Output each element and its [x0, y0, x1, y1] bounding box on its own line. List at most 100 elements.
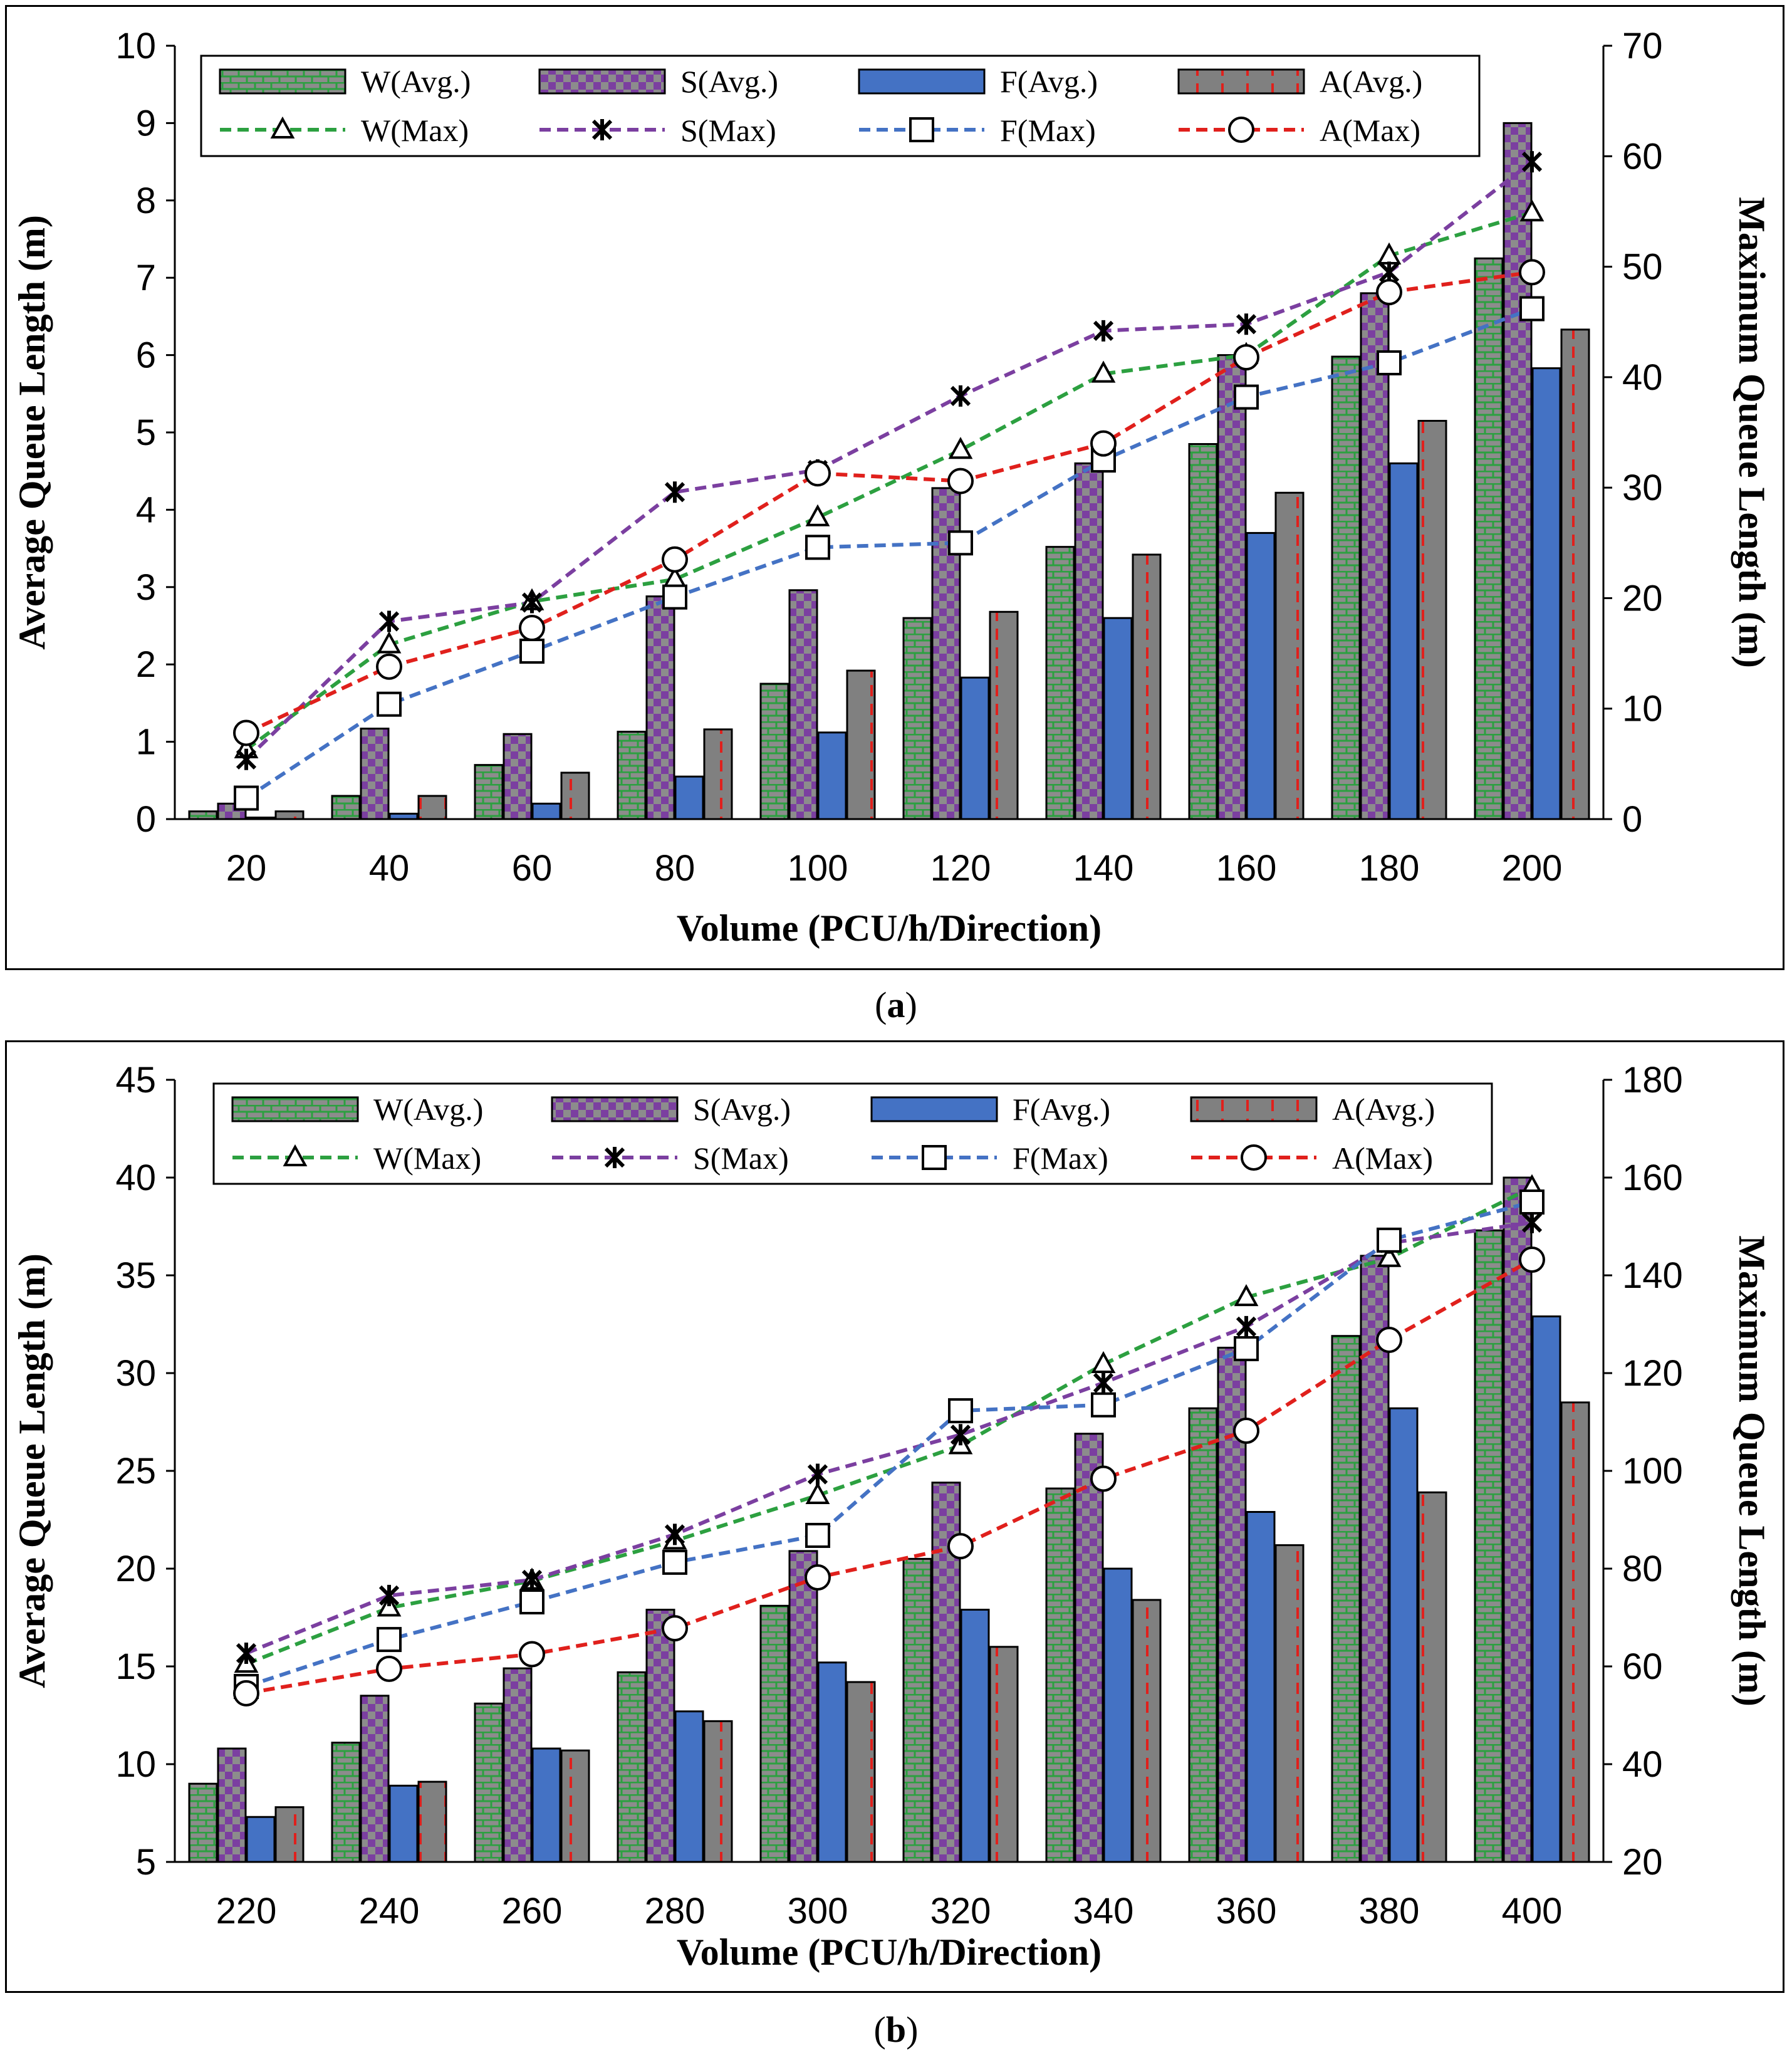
marker-s-max [664, 1524, 685, 1545]
bar-w-avg [617, 1671, 647, 1863]
bar-f-avg [817, 731, 847, 820]
marker-f-max [805, 535, 830, 560]
bar-a-avg [1274, 491, 1305, 820]
y2-tick-label: 140 [1622, 1255, 1683, 1296]
marker-a-max [662, 546, 688, 573]
y-tick-label: 35 [115, 1255, 156, 1296]
legend-swatch-s-avg [551, 1096, 679, 1122]
marker-a-max [1519, 259, 1545, 286]
y-tick-label: 20 [115, 1549, 156, 1589]
bar-a-avg [560, 1749, 590, 1863]
x-tick-label: 280 [645, 1891, 706, 1931]
y2-tick-label: 50 [1622, 247, 1663, 288]
marker-a-max [1376, 1326, 1402, 1353]
bar-f-avg [1531, 1315, 1561, 1863]
marker-w-max [1234, 1283, 1259, 1307]
legend-label-s-avg: S(Avg.) [693, 1092, 791, 1127]
caption-b-letter: b [885, 2009, 907, 2050]
line-a-max [245, 270, 1533, 735]
marker-w-max [1377, 1245, 1402, 1267]
marker-w-max [805, 504, 830, 526]
legend-label-a-max: A(Max) [1320, 113, 1420, 148]
marker-a-max [1090, 430, 1117, 457]
bar-f-avg [960, 676, 990, 820]
bar-f-avg [1388, 462, 1419, 820]
y2-tick-label: 180 [1622, 1060, 1683, 1100]
y-tick-label: 2 [136, 644, 156, 685]
y-tick-label: 9 [136, 103, 156, 144]
x-tick-label: 320 [930, 1891, 991, 1931]
bar-s-avg [1074, 1433, 1104, 1863]
bar-s-avg [360, 728, 390, 820]
bar-a-avg [274, 810, 305, 820]
x-tick-label: 260 [502, 1891, 563, 1931]
y2-tick-label: 120 [1622, 1353, 1683, 1394]
legend-marker-f-max [922, 1145, 947, 1170]
marker-f-max [948, 1398, 973, 1424]
line-w-max [245, 211, 1533, 751]
bar-w-avg [474, 764, 504, 820]
legend-label-f-max: F(Max) [1000, 113, 1096, 148]
x-tick-label: 120 [930, 848, 991, 889]
marker-f-max [1091, 1392, 1116, 1418]
bar-f-avg [960, 1609, 990, 1863]
bar-s-avg [503, 733, 533, 820]
y2-tick-label: 60 [1622, 136, 1663, 177]
legend: W(Avg.) S(Avg.) F(Avg.) A(Avg.) W(Max) S(Max)… [212, 1082, 1493, 1185]
bar-s-avg [788, 589, 818, 820]
y-tick-label: 10 [115, 26, 156, 66]
x-tick-label: 240 [359, 1891, 420, 1931]
y2-tick-label: 70 [1622, 26, 1663, 66]
bar-f-avg [531, 802, 561, 820]
legend-label-f-max: F(Max) [1013, 1141, 1108, 1176]
y2-axis-title: Maximum Queue Length (m) [1731, 197, 1773, 668]
bar-f-avg [1388, 1407, 1419, 1863]
x-axis-title: Volume (PCU/h/Direction) [677, 1931, 1102, 1973]
bar-f-avg [1246, 1511, 1276, 1863]
marker-s-max [521, 592, 543, 614]
marker-a-max [233, 719, 259, 746]
marker-w-max [1519, 199, 1545, 222]
legend-label-w-max: W(Max) [373, 1141, 481, 1176]
bar-s-avg [217, 1747, 247, 1863]
marker-a-max [947, 468, 974, 494]
y-tick-label: 3 [136, 567, 156, 608]
legend-label-a-avg: A(Avg.) [1320, 64, 1422, 99]
bar-w-avg [188, 1782, 218, 1863]
x-tick-label: 340 [1073, 1891, 1134, 1931]
marker-f-max [1519, 1189, 1545, 1215]
y2-tick-label: 40 [1622, 357, 1663, 398]
bar-a-avg [560, 771, 590, 820]
bar-f-avg [388, 812, 419, 820]
marker-a-max [233, 1680, 259, 1707]
x-tick-label: 40 [369, 848, 410, 889]
x-tick-label: 20 [226, 848, 267, 889]
bar-s-avg [645, 595, 675, 820]
bar-s-avg [645, 1609, 675, 1863]
y-tick-label: 7 [136, 258, 156, 298]
bar-a-avg [1132, 1599, 1162, 1863]
bar-w-avg [1331, 355, 1361, 820]
marker-f-max [662, 1549, 687, 1575]
bar-f-avg [246, 817, 276, 820]
marker-s-max [950, 1424, 971, 1446]
line-s-max [244, 160, 1533, 761]
chart-b-svg: 5 10 15 20 25 30 35 40 45 20 40 60 80 100 120 140 160 180… [11, 1060, 1773, 1973]
marker-s-max [236, 748, 257, 770]
bar-a-avg [1132, 553, 1162, 820]
marker-s-max [807, 1463, 828, 1485]
y-tick-label: 30 [115, 1353, 156, 1394]
bar-a-avg [417, 795, 447, 820]
x-tick-label: 80 [655, 848, 695, 889]
bar-w-avg [1045, 546, 1075, 820]
bar-s-avg [1074, 462, 1104, 820]
bar-a-avg [1417, 1491, 1447, 1863]
marker-w-max [948, 437, 973, 459]
y-tick-label: 8 [136, 180, 156, 221]
y-tick-label: 40 [115, 1158, 156, 1198]
marker-s-max [1093, 320, 1114, 342]
bar-a-avg [417, 1780, 447, 1863]
y2-tick-label: 10 [1622, 689, 1663, 729]
legend-label-f-avg: F(Avg.) [1000, 64, 1098, 99]
